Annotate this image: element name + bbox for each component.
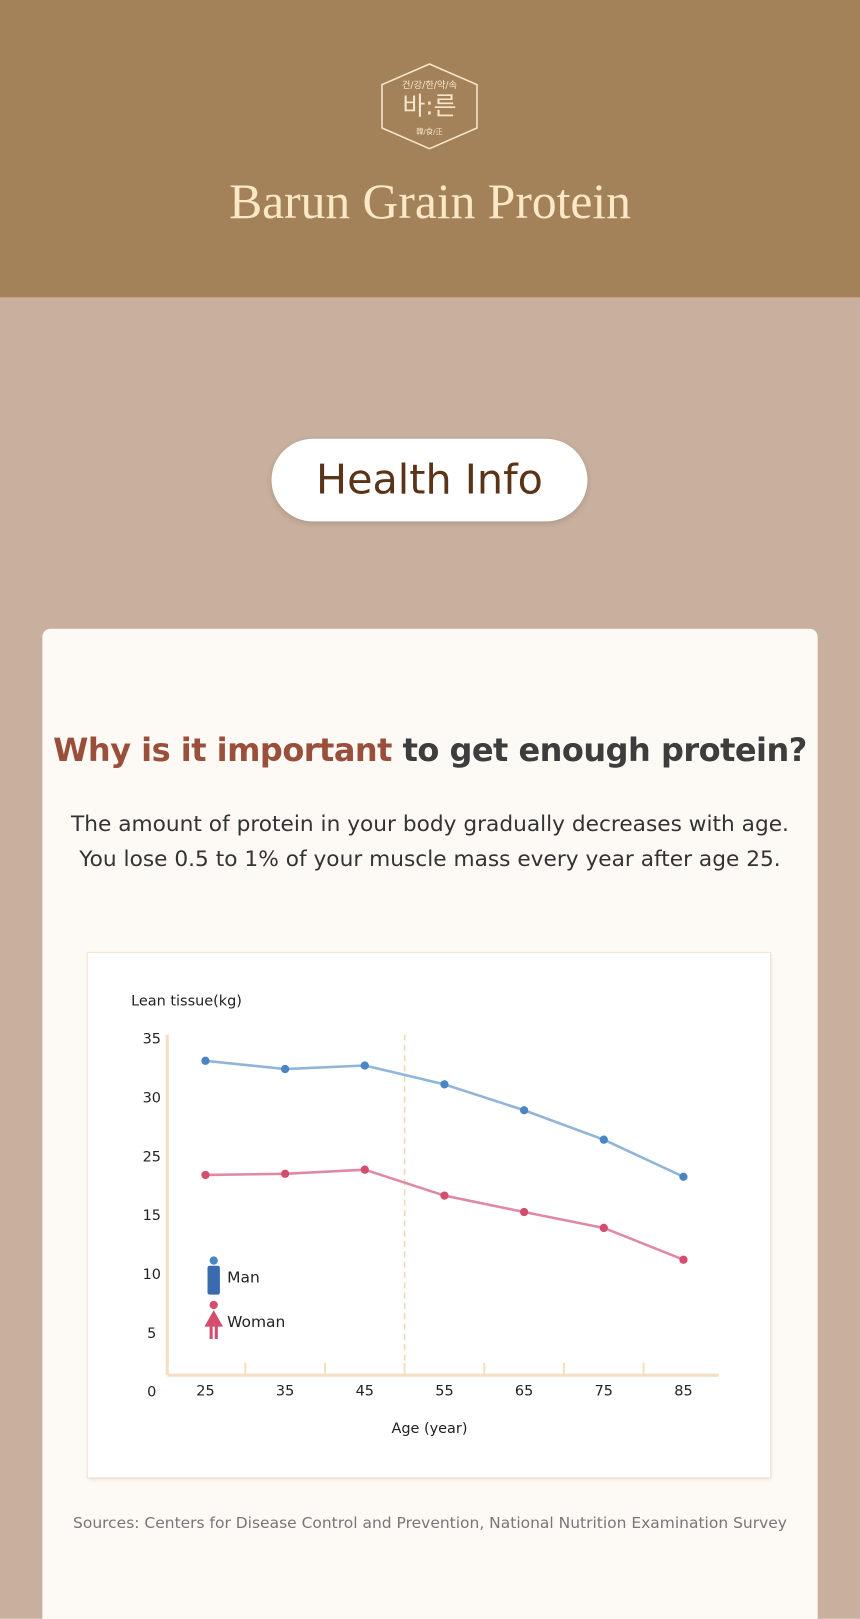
data-point: [280, 1064, 290, 1074]
logo: 건/강/한/약/속 바:른 韓/食/正: [381, 63, 478, 150]
legend-label: Woman: [227, 1313, 285, 1331]
logo-top: 건/강/한/약/속: [402, 79, 458, 91]
x-tick-label: 65: [515, 1384, 533, 1400]
logo-hexagon: [381, 63, 478, 150]
y-tick-label: 15: [143, 1208, 161, 1224]
icon-body: [207, 1265, 220, 1295]
x-tick-label: 45: [356, 1384, 374, 1400]
y-tick-label: 0: [147, 1385, 156, 1401]
icon-head: [209, 1300, 218, 1310]
data-point: [440, 1080, 449, 1089]
y-tick-label: 5: [147, 1326, 156, 1342]
logo-main: 바:른: [403, 91, 457, 120]
heading: Why is it important to get enough protei…: [42, 732, 817, 769]
y-axis-label: Lean tissue(kg): [131, 993, 242, 1009]
data-point: [599, 1223, 608, 1233]
header-title: Barun Grain Protein: [229, 174, 631, 230]
series-line: [205, 1059, 684, 1178]
data-point: [519, 1207, 529, 1217]
x-tick-label: 25: [196, 1384, 214, 1400]
logo-bottom: 韓/食/正: [416, 127, 443, 136]
pill: Health Info: [271, 438, 588, 522]
y-tick-label: 35: [143, 1032, 161, 1048]
y-tick-label: 30: [143, 1090, 161, 1106]
icon-head: [209, 1256, 218, 1265]
heading-highlight: Why is it important: [53, 731, 392, 770]
data-point: [599, 1135, 608, 1144]
x-axis-label: Age (year): [391, 1421, 467, 1437]
heading-rest: to get enough protein?: [391, 731, 808, 770]
data-point: [440, 1191, 449, 1200]
series-line: [205, 1168, 684, 1261]
legend-icon: [204, 1300, 223, 1340]
icon-body: [204, 1310, 223, 1340]
data-point: [360, 1061, 369, 1070]
sources: Sources: Centers for Disease Control and…: [73, 1513, 787, 1533]
chart: Lean tissue(kg) Age (year) 0 5 10 15 25 30 35 2…: [86, 951, 772, 1479]
x-tick-label: 55: [435, 1384, 453, 1400]
y-tick-label: 10: [143, 1267, 161, 1283]
x-tick-label: 35: [276, 1384, 294, 1400]
data-point: [519, 1106, 529, 1115]
paragraph-line: You lose 0.5 to 1% of your muscle mass e…: [79, 846, 781, 872]
paragraph: The amount of protein in your body gradu…: [42, 806, 817, 876]
data-point: [280, 1169, 290, 1178]
card: Why is it important to get enough protei…: [42, 628, 818, 1619]
data-point: [360, 1165, 369, 1174]
data-point: [201, 1170, 210, 1180]
legend-icon: [207, 1256, 220, 1295]
header: 건/강/한/약/속 바:른 韓/食/正 Barun Grain Protein: [0, 0, 860, 298]
data-point: [679, 1255, 688, 1264]
data-point: [679, 1172, 688, 1181]
y-tick-label: 25: [143, 1149, 161, 1165]
x-tick-label: 75: [595, 1384, 613, 1400]
data-point: [201, 1056, 210, 1065]
legend-label: Man: [227, 1269, 260, 1287]
paragraph-line: The amount of protein in your body gradu…: [71, 811, 789, 837]
x-tick-label: 85: [674, 1384, 692, 1400]
